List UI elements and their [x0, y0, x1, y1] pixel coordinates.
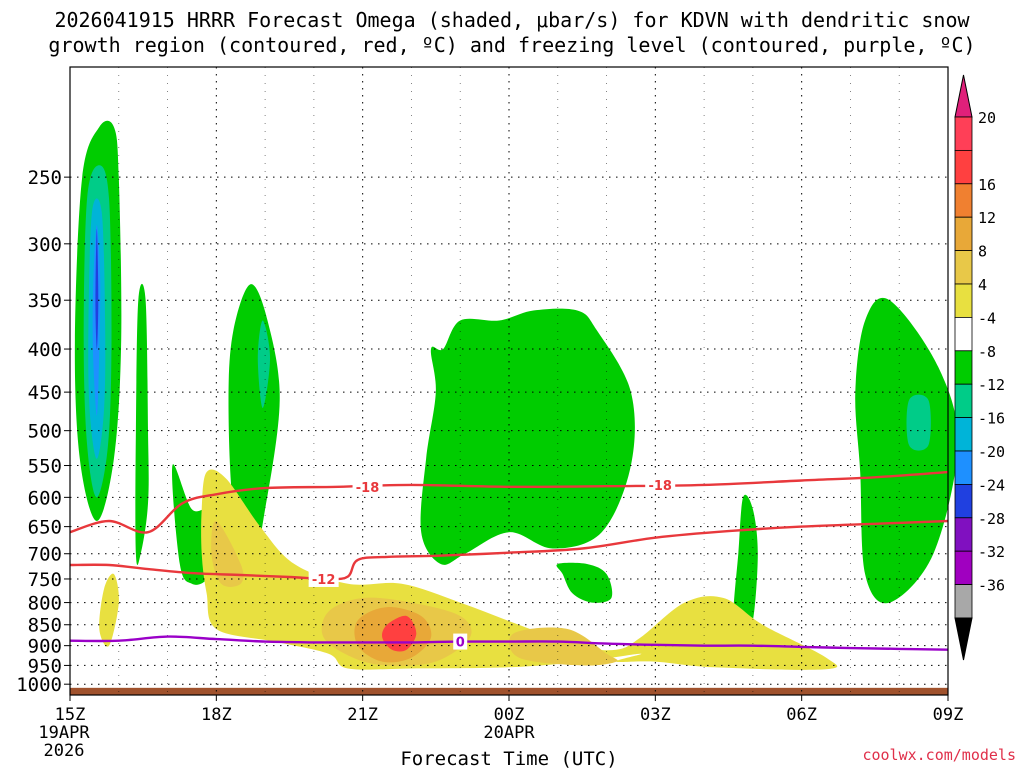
chart-title-line-2: growth region (contoured, red, ºC) and f…: [48, 33, 976, 57]
x-tick-label-18Z: 18Z: [201, 705, 232, 725]
y-tick-label-650: 650: [28, 517, 62, 539]
contour-lines: -18 -18 -12 0: [69, 470, 949, 651]
colorbar-label-13: -36: [978, 577, 1005, 595]
y-tick-label-1000: 1000: [16, 674, 62, 696]
freezing-level-label-bg: [453, 633, 468, 650]
x-tick-label-21Z: 21Z: [347, 705, 378, 725]
omega-shading: [70, 120, 958, 695]
omega-region-4: [95, 228, 99, 349]
y-tick-label-250: 250: [28, 167, 62, 189]
y-tick-label-450: 450: [28, 382, 62, 404]
y-axis-pressure: 2503003504004505005506006507007508008509…: [16, 167, 70, 696]
x-tick-label-03Z: 03Z: [640, 705, 671, 725]
y-tick-label-500: 500: [28, 421, 62, 443]
x-year-label: 2026: [44, 741, 85, 761]
isotherm-minus12-label-bg: [308, 570, 339, 587]
isotherm-minus18-label-2-bg: [645, 476, 676, 493]
omega-region-13: [556, 562, 613, 603]
colorbar-label-8: -16: [978, 410, 1005, 428]
omega-region-16: [211, 520, 244, 587]
colorbar-label-4: 4: [978, 276, 987, 294]
y-tick-label-750: 750: [28, 569, 62, 591]
colorbar-label-5: -4: [978, 309, 996, 327]
omega-region-5: [135, 283, 149, 565]
x-axis-title: Forecast Time (UTC): [400, 748, 617, 768]
colorbar-label-2: 12: [978, 209, 996, 227]
watermark: coolwx.com/models: [862, 746, 1016, 764]
y-tick-label-700: 700: [28, 544, 62, 566]
colorbar-swatch-13: [954, 550, 973, 586]
y-tick-label-900: 900: [28, 636, 62, 658]
colorbar-swatch-10: [954, 450, 973, 485]
freezing-level-line: [69, 635, 949, 651]
colorbar-label-10: -24: [978, 476, 1005, 494]
isotherm-minus12-line: [69, 519, 949, 581]
x-tick-label-15Z: 15Z: [55, 705, 86, 725]
chart-title-line-1: 2026041915 HRRR Forecast Omega (shaded, …: [54, 8, 970, 32]
colorbar-label-7: -12: [978, 376, 1005, 394]
y-tick-label-350: 350: [28, 290, 62, 312]
colorbar-label-6: -8: [978, 343, 996, 361]
colorbar-swatch-3: [954, 216, 973, 251]
y-tick-label-850: 850: [28, 615, 62, 637]
omega-region-12: [906, 394, 931, 451]
x-tick-label-09Z: 09Z: [933, 705, 964, 725]
color-scale-legend: 20 16 12 8 4 -4 -8 -12 -16 -20 -24 -28 -32 -36: [954, 74, 1005, 661]
isotherm-minus18-label-2: -18: [648, 479, 672, 494]
colorbar-label-1: 16: [978, 176, 996, 194]
y-tick-label-600: 600: [28, 487, 62, 509]
colorbar-swatch-14: [954, 584, 973, 619]
y-tick-label-550: 550: [28, 456, 62, 478]
colorbar-label-3: 8: [978, 243, 987, 261]
y-tick-label-950: 950: [28, 655, 62, 677]
colorbar-swatch-11: [954, 483, 973, 519]
omega-region-9: [420, 308, 635, 565]
colorbar-swatch-8: [954, 383, 973, 419]
colorbar-swatch-0: [954, 116, 973, 151]
colorbar-swatch-2: [954, 183, 973, 218]
colorbar-label-9: -20: [978, 443, 1005, 461]
y-tick-label-800: 800: [28, 593, 62, 615]
colorbar-label-12: -32: [978, 543, 1005, 561]
x-date-label-00Z: 20APR: [483, 723, 535, 743]
colorbar-bottom-arrow: [954, 617, 973, 661]
x-tick-label-06Z: 06Z: [786, 705, 817, 725]
x-tick-label-00Z: 00Z: [494, 705, 525, 725]
x-date-label-15Z: 19APR: [38, 723, 90, 743]
y-tick-label-400: 400: [28, 339, 62, 361]
colorbar-swatch-12: [954, 517, 973, 552]
colorbar-label-11: -28: [978, 510, 1005, 528]
colorbar-swatch-6: [954, 316, 973, 352]
isotherm-minus18-line: [69, 470, 949, 534]
colorbar-swatch-9: [954, 417, 973, 452]
colorbar-swatch-7: [954, 350, 973, 385]
omega-region-18: [508, 627, 618, 666]
isotherm-minus18-label-bg: [352, 478, 383, 495]
isotherm-minus12-label: -12: [312, 573, 336, 588]
colorbar-top-arrow: [954, 74, 973, 118]
colorbar-swatch-4: [954, 250, 973, 285]
isotherm-minus18-label: -18: [356, 481, 380, 496]
omega-region-14: [99, 573, 119, 647]
omega-region-8: [257, 320, 270, 408]
colorbar-swatch-5: [954, 283, 973, 318]
colorbar-label-0: 20: [978, 109, 996, 127]
y-tick-label-300: 300: [28, 234, 62, 256]
colorbar-swatch-1: [954, 149, 973, 185]
freezing-level-label: 0: [456, 636, 465, 651]
grid-lines: [70, 67, 948, 695]
